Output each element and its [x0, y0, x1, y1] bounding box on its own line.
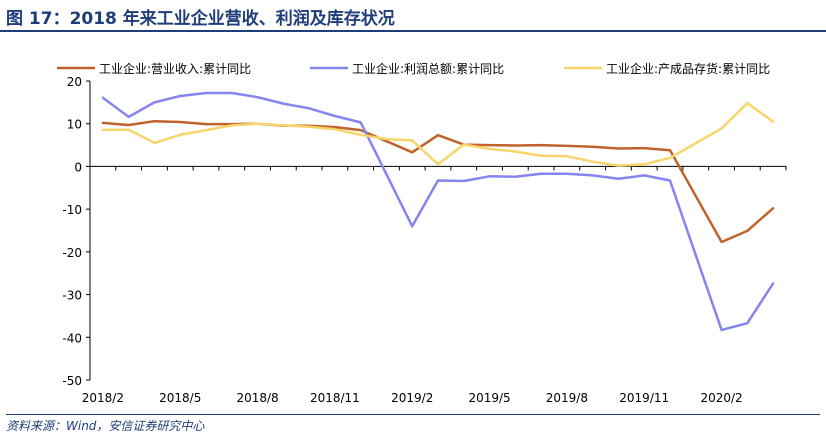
page-title: 图 17：2018 年来工业企业营收、利润及库存状况	[6, 9, 395, 29]
title-bar: 图 17：2018 年来工业企业营收、利润及库存状况	[0, 0, 826, 32]
series-line-2	[101, 91, 775, 332]
x-tick-label: 2019/11	[619, 391, 669, 405]
y-tick-label: 0	[74, 160, 82, 174]
footer: 资料来源：Wind，安信证券研究中心	[6, 414, 820, 435]
y-tick-label: 10	[67, 118, 82, 132]
y-tick-label: -50	[62, 374, 82, 388]
y-tick-label: -30	[62, 289, 82, 303]
x-tick-label: 2019/2	[391, 391, 433, 405]
y-tick-label: -10	[62, 203, 82, 217]
y-tick-label: -40	[62, 331, 82, 345]
y-axis: 20 10 0 -10 -20 -30 -40 -50	[62, 75, 91, 388]
source-note: 资料来源：Wind，安信证券研究中心	[6, 419, 205, 433]
x-tick-label: 2019/5	[468, 391, 510, 405]
x-tick-label: 2018/11	[310, 391, 360, 405]
x-tick-label: 2018/5	[159, 391, 201, 405]
plot-area	[101, 91, 775, 332]
legend-label-3: 工业企业:产成品存货:累计同比	[606, 61, 770, 76]
series-line-3	[101, 101, 775, 167]
x-tick-label: 2018/2	[82, 391, 124, 405]
x-tick-label: 2020/2	[700, 391, 742, 405]
legend-label-2: 工业企业:利润总额:累计同比	[352, 61, 504, 76]
chart-legend: 工业企业:营业收入:累计同比 工业企业:利润总额:累计同比 工业企业:产成品存货:累…	[57, 61, 770, 76]
line-chart: 工业企业:营业收入:累计同比 工业企业:利润总额:累计同比 工业企业:产成品存货:累…	[57, 61, 787, 405]
y-tick-label: 20	[67, 75, 82, 89]
x-tick-label: 2018/8	[236, 391, 278, 405]
series-line-1	[101, 119, 775, 244]
legend-label-1: 工业企业:营业收入:累计同比	[99, 61, 251, 76]
x-axis: 2018/2 2018/5 2018/8 2018/11 2019/2 2019/5 201…	[82, 165, 787, 405]
x-tick-label: 2019/8	[546, 391, 588, 405]
y-tick-label: -20	[62, 246, 82, 260]
